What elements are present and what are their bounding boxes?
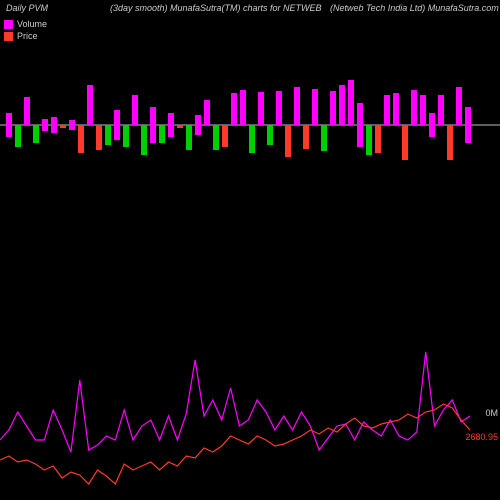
volume-bar (105, 125, 111, 145)
volume-swatch (4, 20, 13, 29)
header: Daily PVM (3day smooth) MunafaSutra(TM) … (0, 3, 500, 17)
price-line (0, 404, 470, 484)
price-axis-label: 2680.95 (465, 432, 498, 442)
volume-bar (60, 125, 66, 128)
volume-bar (24, 97, 30, 125)
volume-bar (429, 113, 435, 125)
volume-bar (402, 125, 408, 160)
volume-bar (123, 125, 129, 147)
volume-bar (42, 119, 48, 125)
volume-bar (168, 125, 174, 137)
volume-bar (6, 113, 12, 125)
volume-bar (51, 125, 57, 133)
volume-bar (465, 107, 471, 125)
header-right: (Netweb Tech India Ltd) MunafaSutra.com (330, 3, 499, 13)
volume-bar (357, 125, 363, 147)
legend: Volume Price (4, 18, 47, 42)
volume-bar (267, 125, 273, 145)
price-volume-line-chart: 0M 2680.95 (0, 240, 500, 500)
volume-bar (312, 89, 318, 125)
volume-bar (375, 125, 381, 153)
volume-bar (447, 125, 453, 160)
volume-bar (366, 125, 372, 155)
volume-bar (132, 95, 138, 125)
volume-bar (6, 125, 12, 137)
volume-axis-label: 0M (485, 408, 498, 418)
volume-bar (195, 125, 201, 135)
volume-bar (69, 125, 75, 130)
volume-bar (240, 90, 246, 125)
volume-bar (420, 95, 426, 125)
volume-bar (51, 117, 57, 125)
legend-price: Price (4, 30, 47, 42)
volume-bar (222, 125, 228, 147)
legend-volume: Volume (4, 18, 47, 30)
volume-bar (258, 92, 264, 125)
volume-bar (294, 87, 300, 125)
volume-bar (195, 115, 201, 125)
volume-bar (357, 103, 363, 125)
volume-bar (141, 125, 147, 155)
volume-bar (285, 125, 291, 157)
volume-bar (87, 85, 93, 125)
header-left: Daily PVM (6, 3, 48, 13)
volume-bar (177, 125, 183, 128)
volume-bar (330, 91, 336, 125)
volume-bar (213, 125, 219, 150)
volume-bar (42, 125, 48, 131)
volume-bar (339, 85, 345, 125)
volume-bar (69, 120, 75, 125)
volume-bar (429, 125, 435, 137)
volume-bar (204, 100, 210, 125)
volume-bar (186, 125, 192, 150)
volume-line (0, 352, 470, 452)
volume-bar (456, 87, 462, 125)
volume-bar (159, 125, 165, 143)
volume-bar (78, 125, 84, 153)
volume-bar (114, 125, 120, 140)
volume-bar (33, 125, 39, 143)
volume-bar (96, 125, 102, 150)
volume-bar (231, 93, 237, 125)
volume-bar (411, 90, 417, 125)
volume-bar (384, 95, 390, 125)
volume-bar (114, 110, 120, 125)
legend-volume-label: Volume (17, 18, 47, 30)
volume-bar (150, 125, 156, 143)
volume-bar (438, 95, 444, 125)
volume-bar (168, 113, 174, 125)
volume-bar (393, 93, 399, 125)
volume-bar (321, 125, 327, 151)
volume-bar (249, 125, 255, 153)
volume-bar (465, 125, 471, 143)
header-center: (3day smooth) MunafaSutra(TM) charts for… (110, 3, 322, 13)
legend-price-label: Price (17, 30, 38, 42)
volume-bar (276, 91, 282, 125)
volume-bar (303, 125, 309, 149)
volume-bar-chart (0, 60, 500, 190)
volume-bar (150, 107, 156, 125)
volume-bar (348, 80, 354, 125)
volume-bar (15, 125, 21, 147)
price-swatch (4, 32, 13, 41)
